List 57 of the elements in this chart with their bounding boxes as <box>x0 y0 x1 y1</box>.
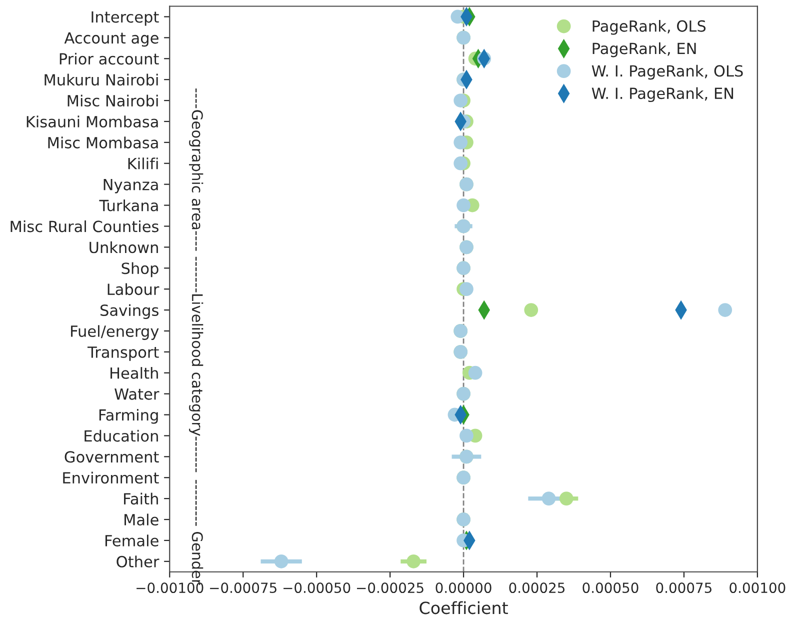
annotation: -------Livelihood category------- <box>189 256 204 472</box>
x-tick-label: 0.00050 <box>582 582 638 594</box>
annotation: ----Geographic area---- <box>189 88 204 251</box>
y-tick-label: Nyanza <box>104 178 158 194</box>
y-tick-label: Water <box>114 388 160 400</box>
x-tick-label: 0.00075 <box>656 582 712 594</box>
y-tick-label: Kilifi <box>128 158 158 170</box>
y-tick-label: Unknown <box>90 241 158 254</box>
y-tick-label: Shop <box>122 262 158 278</box>
legend-label: PageRank, OLS <box>592 20 706 35</box>
x-tick-label: 0.00025 <box>509 582 565 594</box>
y-tick-label: Intercept <box>92 11 159 26</box>
y-tick-label: Turkana <box>99 199 158 212</box>
x-tick-label: −0.00025 <box>356 582 424 594</box>
x-tick-label: −0.00100 <box>136 582 204 594</box>
point <box>274 554 288 568</box>
y-tick-label: Misc Rural Counties <box>10 220 158 232</box>
legend-label: W. I. PageRank, OLS <box>592 64 743 80</box>
x-axis-title: Coefficient <box>420 601 508 614</box>
point <box>454 156 468 170</box>
legend-label: PageRank, EN <box>592 42 696 58</box>
y-tick-label: Transport <box>87 346 159 361</box>
y-tick-label: Female <box>105 534 158 546</box>
y-tick-label: Environment <box>63 472 159 484</box>
y-tick-label: Fuel/energy <box>71 325 159 340</box>
point <box>406 554 421 568</box>
point <box>542 492 556 506</box>
x-tick-label: −0.00050 <box>284 582 350 594</box>
y-tick-label: Misc Mombasa <box>48 136 158 148</box>
x-tick-label: 0.00100 <box>730 582 786 594</box>
point <box>456 198 470 212</box>
annotation: --------- Gender <box>192 480 204 585</box>
point <box>468 366 482 380</box>
point <box>559 492 574 506</box>
y-tick-label: Government <box>64 451 159 463</box>
y-tick-label: Kisauni Mombasa <box>26 116 158 128</box>
y-tick-label: Savings <box>100 304 158 319</box>
y-tick-label: Account age <box>64 32 158 47</box>
x-tick-label: −0.00075 <box>210 582 276 594</box>
y-tick-label: Other <box>116 556 160 568</box>
point <box>460 282 474 296</box>
y-tick-label: Male <box>124 514 158 526</box>
point <box>454 135 468 150</box>
point <box>524 303 538 317</box>
y-tick-label: Health <box>110 367 158 379</box>
y-tick-label: Mukuru Nairobi <box>44 74 158 86</box>
point <box>718 303 732 317</box>
legend-label: W. I. PageRank, EN <box>592 87 734 102</box>
x-tick-label: 0.00000 <box>436 582 492 594</box>
y-tick-label: Faith <box>124 492 158 505</box>
y-tick-label: Labour <box>108 283 160 296</box>
y-tick-label: Prior account <box>60 52 159 65</box>
y-tick-label: Education <box>84 430 158 442</box>
point <box>460 428 474 443</box>
point <box>454 94 468 108</box>
y-tick-label: Farming <box>99 408 158 424</box>
y-tick-label: Misc Nairobi <box>68 94 158 107</box>
